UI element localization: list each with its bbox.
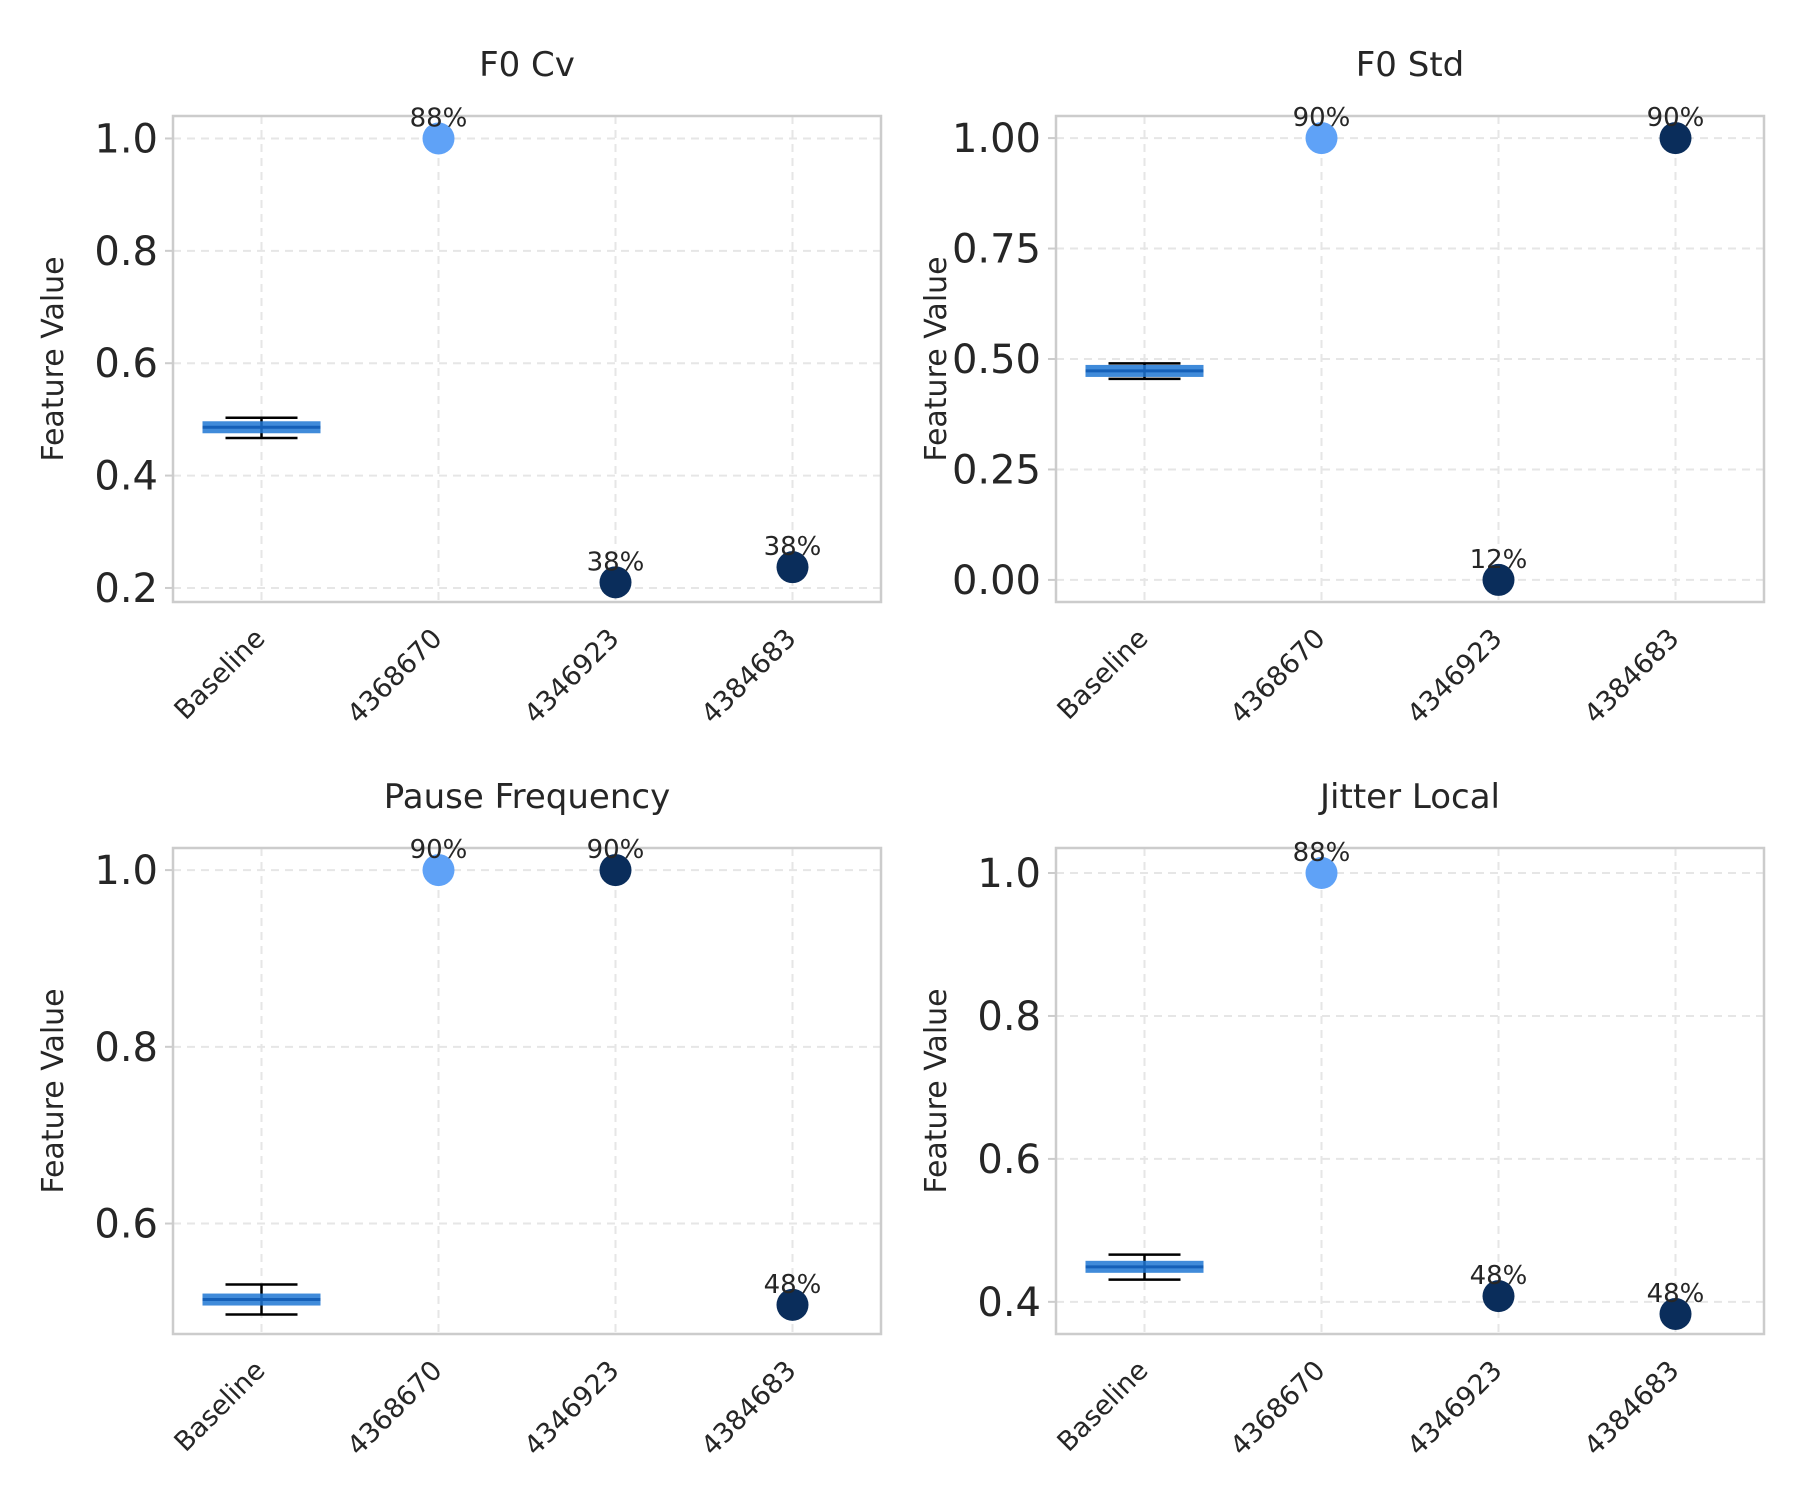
axes-frame [171,846,883,1336]
y-tick-label: 0.8 [977,994,1041,1040]
x-tick-label: 4384683 [695,623,802,730]
point-label: 90% [1647,103,1705,133]
x-tick-label: 4346923 [1401,623,1508,730]
y-axis-label: Feature Value [919,256,954,461]
y-tick-label: 0.6 [94,1202,158,1248]
y-tick-label: 0.00 [952,558,1041,604]
chart-panel-2: F0 Std Feature Value 0.00 0.25 0.50 0.75 1.00 B… [919,45,1766,730]
y-tick-label: 0.75 [952,227,1041,273]
data-point [1482,563,1515,596]
point-label: 88% [410,103,468,133]
chart-panel-3: Pause Frequency Feature Value 0.6 0.8 1.0 Bas… [36,777,883,1462]
data-point [422,854,455,887]
point-label: 48% [1470,1261,1528,1291]
x-tick-label: Baseline [169,623,272,726]
y-tick-label: 1.0 [94,848,158,894]
chart-title: Jitter Local [1318,777,1500,817]
y-tick-label: 0.25 [952,447,1041,493]
data-point [776,1288,809,1321]
data-point [1482,1280,1515,1313]
point-label: 48% [764,1270,822,1300]
x-tick-label: 4368670 [341,623,448,730]
axes-frame [1054,846,1766,1336]
point-label: 90% [1293,103,1351,133]
x-tick-label: 4368670 [1224,623,1331,730]
point-label: 48% [1647,1279,1705,1309]
x-tick-label: Baseline [1052,1355,1155,1458]
y-tick-label: 0.50 [952,337,1041,383]
x-tick-label: Baseline [169,1355,272,1458]
data-point [599,566,632,599]
y-tick-label: 0.6 [977,1137,1041,1183]
y-tick-label: 1.0 [977,851,1041,897]
x-tick-label: 4346923 [518,1355,625,1462]
chart-panel-4: Jitter Local Feature Value 0.4 0.6 0.8 1.0 Bas… [919,777,1766,1462]
x-tick-label: 4384683 [1578,1355,1685,1462]
chart-panel-1: F0 Cv Feature Value 0.2 0.4 0.6 0.8 1.0 Baselin… [36,45,883,730]
y-tick-label: 0.6 [94,341,158,387]
point-label: 38% [764,532,822,562]
axes-frame [171,114,883,604]
point-label: 38% [587,547,645,577]
chart-title: Pause Frequency [384,777,670,817]
data-point [1659,122,1692,155]
y-tick-label: 0.4 [977,1280,1041,1326]
x-tick-label: 4346923 [518,623,625,730]
point-label: 90% [587,835,645,865]
y-tick-label: 0.2 [94,566,158,612]
data-point [599,854,632,887]
point-label: 12% [1470,545,1528,575]
y-tick-label: 1.0 [94,116,158,162]
y-axis-label: Feature Value [36,988,71,1193]
chart-title: F0 Std [1356,45,1465,85]
chart-title: F0 Cv [479,45,575,85]
y-tick-label: 1.00 [952,116,1041,162]
data-point [1659,1297,1692,1330]
x-tick-label: 4346923 [1401,1355,1508,1462]
data-point [776,551,809,584]
x-tick-label: 4368670 [341,1355,448,1462]
y-axis-label: Feature Value [919,988,954,1193]
y-axis-label: Feature Value [36,256,71,461]
x-tick-label: Baseline [1052,623,1155,726]
x-tick-label: 4384683 [1578,623,1685,730]
data-point [1305,857,1338,890]
y-tick-label: 0.8 [94,229,158,275]
y-tick-label: 0.4 [94,454,158,500]
y-tick-label: 0.8 [94,1025,158,1071]
x-tick-label: 4384683 [695,1355,802,1462]
x-tick-label: 4368670 [1224,1355,1331,1462]
point-label: 88% [1293,838,1351,868]
data-point [422,122,455,155]
data-point [1305,122,1338,155]
point-label: 90% [410,835,468,865]
